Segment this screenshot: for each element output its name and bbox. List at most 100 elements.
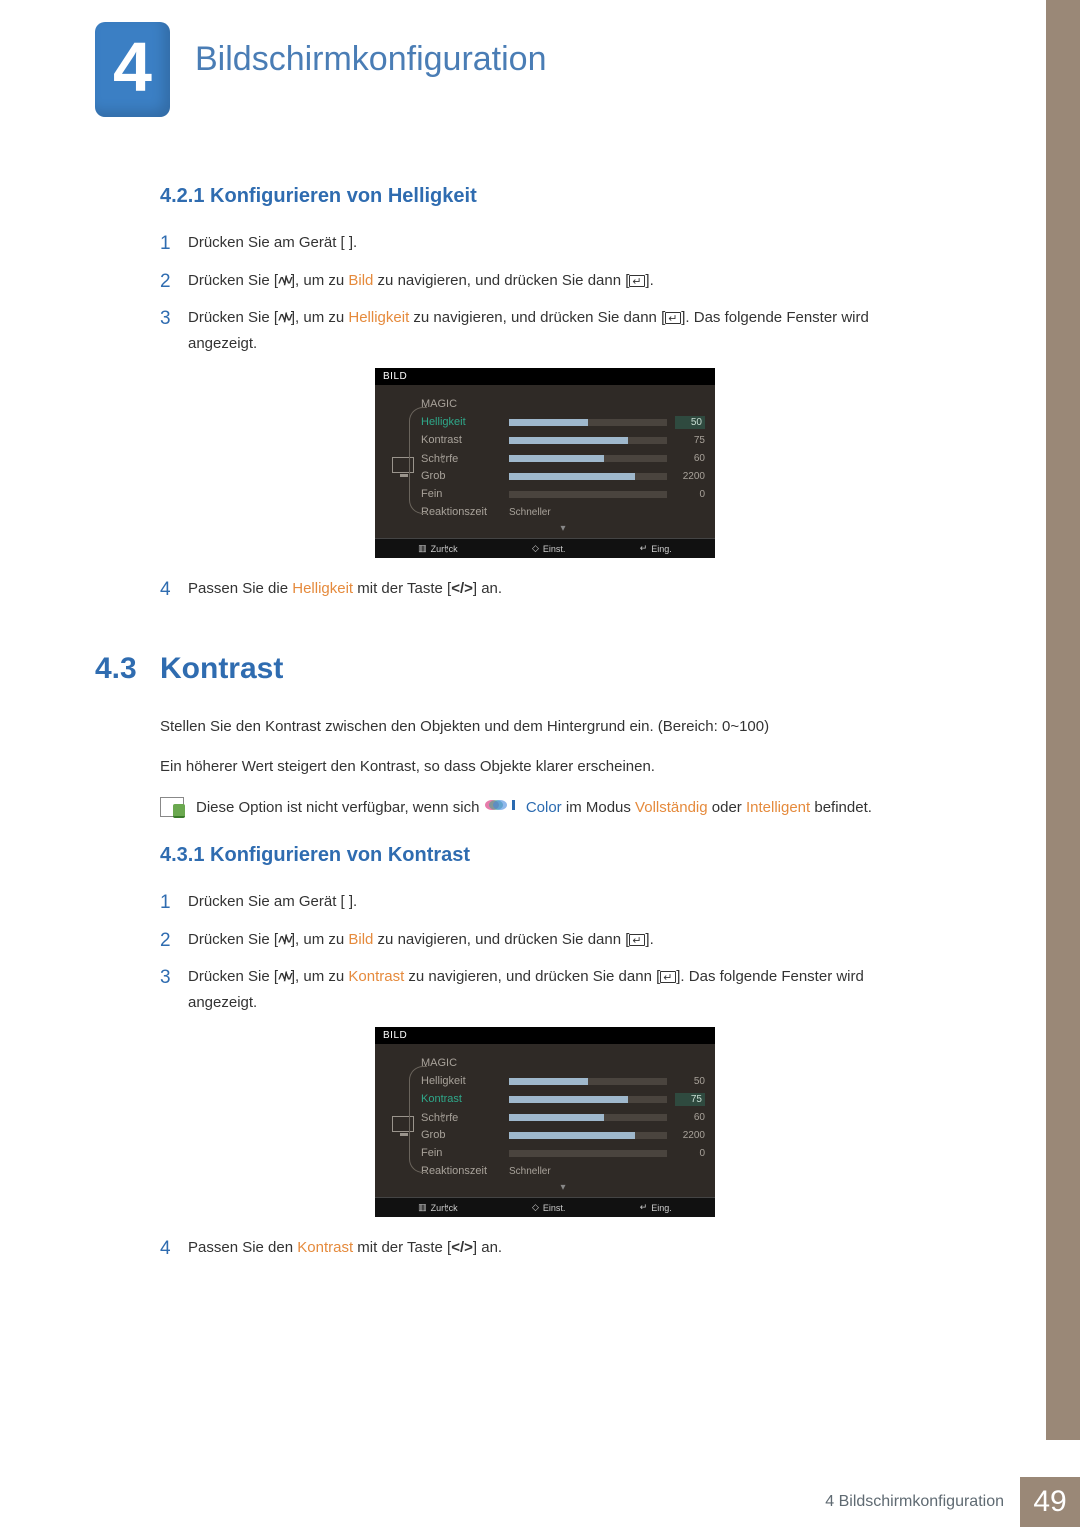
- step-3: 3 Drücken Sie [˄/˅], um zu Helligkeit zu…: [188, 305, 930, 356]
- enter-icon: [629, 934, 645, 946]
- section-title-text: Kontrast: [160, 652, 283, 685]
- leftright-icon: </>: [451, 1239, 473, 1256]
- updown-icon: ˄/˅: [278, 310, 291, 325]
- osd-footer: ▥ Zurｾck ◇ Einst. ↵ Eing.: [375, 1197, 715, 1217]
- step-text: mit der Taste [: [353, 580, 451, 597]
- osd-label: Schｾrfe: [421, 450, 501, 466]
- osd-slider: [509, 1150, 667, 1157]
- enter-icon: [660, 971, 676, 983]
- osd-slider: [509, 437, 667, 444]
- step-text: zu navigieren, und drücken Sie dann [: [404, 968, 660, 985]
- osd-magic: MAGIC: [421, 1057, 501, 1069]
- osd-menu-kontrast: BILD MAGIC Helligkeit 50 Kontrast 75 Sch…: [375, 1027, 715, 1217]
- osd-label: Grob: [421, 470, 501, 482]
- paragraph-kontrast-1: Stellen Sie den Kontrast zwischen den Ob…: [160, 716, 930, 739]
- osd-value: 2200: [675, 1130, 705, 1141]
- osd-value: 50: [675, 416, 705, 429]
- note-row: Diese Option ist nicht verfügbar, wenn s…: [160, 797, 930, 820]
- osd-value: 0: [675, 489, 705, 500]
- page-footer: 4 Bildschirmkonfiguration 49: [0, 1477, 1080, 1527]
- paragraph-kontrast-2: Ein höherer Wert steigert den Kontrast, …: [160, 756, 930, 779]
- step-text: ], um zu: [291, 968, 349, 985]
- osd-value: 60: [675, 453, 705, 464]
- sidebar-stripe: [1046, 0, 1080, 1440]
- highlight-kontrast: Kontrast: [348, 968, 404, 985]
- highlight-bild: Bild: [348, 272, 373, 289]
- step-4: 4 Passen Sie die Helligkeit mit der Tast…: [188, 576, 930, 602]
- highlight-bild: Bild: [348, 931, 373, 948]
- step-text: ] an.: [473, 1239, 502, 1256]
- step-text: Drücken Sie [: [188, 968, 278, 985]
- highlight-kontrast: Kontrast: [297, 1239, 353, 1256]
- osd-title: BILD: [375, 368, 715, 385]
- note-color-label: Color: [526, 799, 562, 816]
- osd-slider: [509, 1132, 667, 1139]
- step-text: mit der Taste [: [353, 1239, 451, 1256]
- step-number: 4: [160, 574, 171, 606]
- step-text: ], um zu: [291, 309, 349, 326]
- osd-row-helligkeit: Helligkeit 50: [421, 413, 705, 431]
- osd-label: Helligkeit: [421, 416, 501, 428]
- leftright-icon: </>: [451, 580, 473, 597]
- osd-slider: [509, 473, 667, 480]
- osd-row-grob: Grob 2200: [421, 467, 705, 485]
- subsection-431-title: 4.3.1 Konfigurieren von Kontrast: [160, 844, 930, 867]
- step-number: 2: [160, 266, 171, 298]
- osd-label: Reaktionszeit: [421, 1165, 501, 1177]
- osd-label: Fein: [421, 1147, 501, 1159]
- chevron-down-icon: ▾: [421, 523, 705, 534]
- osd-label: Helligkeit: [421, 1075, 501, 1087]
- osd-label: Fein: [421, 488, 501, 500]
- osd-row-fein: Fein 0: [421, 485, 705, 503]
- osd-value: 0: [675, 1148, 705, 1159]
- page-content: 4.2.1 Konfigurieren von Helligkeit 1Drüc…: [160, 185, 930, 1273]
- osd-slider: [509, 1078, 667, 1085]
- updown-icon: ˄/˅: [278, 273, 291, 288]
- osd-adjust: ◇ Einst.: [532, 542, 565, 555]
- osd-row-fein: Fein 0: [421, 1144, 705, 1162]
- osd-slider: [509, 1096, 667, 1103]
- chapter-title: Bildschirmkonfiguration: [195, 40, 547, 79]
- osd-label: Reaktionszeit: [421, 506, 501, 518]
- osd-row-helligkeit: Helligkeit 50: [421, 1072, 705, 1090]
- step-text: zu navigieren, und drücken Sie dann [: [373, 272, 629, 289]
- chapter-number-badge: 4: [95, 22, 170, 117]
- enter-icon: [629, 275, 645, 287]
- step-text: Drücken Sie am Gerät [ ].: [188, 893, 357, 910]
- note-text: Diese Option ist nicht verfügbar, wenn s…: [196, 797, 872, 820]
- osd-value: 2200: [675, 471, 705, 482]
- osd-title: BILD: [375, 1027, 715, 1044]
- osd-value-text: Schneller: [509, 507, 551, 518]
- osd-footer: ▥ Zurｾck ◇ Einst. ↵ Eing.: [375, 538, 715, 558]
- osd-row-reaktion: Reaktionszeit Schneller: [421, 1162, 705, 1180]
- osd-value: 50: [675, 1076, 705, 1087]
- step-text: ] an.: [473, 580, 502, 597]
- step-2: 2 Drücken Sie [˄/˅], um zu Bild zu navig…: [188, 927, 930, 953]
- step-2: 2 Drücken Sie [˄/˅], um zu Bild zu navig…: [188, 268, 930, 294]
- magic-color-icon: [484, 797, 522, 820]
- note-icon: [160, 797, 184, 817]
- step-text: zu navigieren, und drücken Sie dann [: [373, 931, 629, 948]
- osd-slider: [509, 491, 667, 498]
- step-number: 1: [160, 887, 171, 919]
- updown-icon: ˄/˅: [278, 932, 291, 947]
- step-text: zu navigieren, und drücken Sie dann [: [409, 309, 665, 326]
- section-number: 4.3: [95, 652, 160, 686]
- step-text: Drücken Sie [: [188, 931, 278, 948]
- bracket-decoration: [409, 407, 427, 514]
- step-text: ].: [645, 931, 653, 948]
- osd-value: 75: [675, 1093, 705, 1106]
- step-text: Drücken Sie [: [188, 309, 278, 326]
- chevron-down-icon: ▾: [421, 1182, 705, 1193]
- step-number: 3: [160, 962, 171, 994]
- step-text: ], um zu: [291, 272, 349, 289]
- osd-back: ▥ Zurｾck: [418, 1201, 458, 1214]
- osd-enter: ↵ Eing.: [640, 542, 672, 555]
- subsection-421-title: 4.2.1 Konfigurieren von Helligkeit: [160, 185, 930, 208]
- osd-row-schaerfe: Schｾrfe 60: [421, 1108, 705, 1126]
- steps-helligkeit: 1Drücken Sie am Gerät [ ]. 2 Drücken Sie…: [160, 230, 930, 356]
- step-text: Passen Sie den: [188, 1239, 297, 1256]
- step-1: 1Drücken Sie am Gerät [ ].: [188, 889, 930, 915]
- osd-row-kontrast: Kontrast 75: [421, 431, 705, 449]
- osd-slider: [509, 1114, 667, 1121]
